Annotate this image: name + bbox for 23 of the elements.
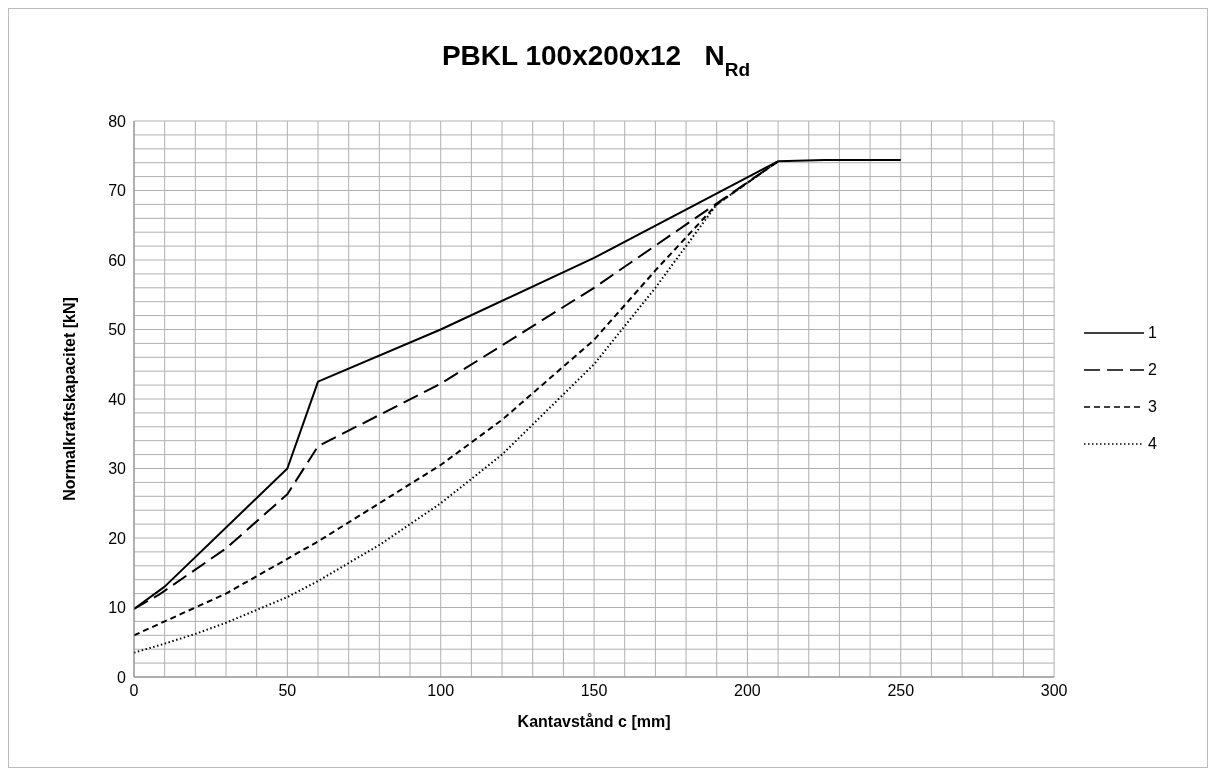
legend-label: 3 (1148, 397, 1157, 416)
legend-label: 1 (1148, 323, 1157, 342)
y-tick-label: 70 (108, 182, 127, 200)
x-tick-label: 200 (734, 682, 761, 700)
y-tick-label: 30 (108, 460, 127, 478)
y-tick-label: 10 (108, 599, 127, 617)
x-tick-label: 300 (1040, 682, 1068, 700)
legend-label: 4 (1148, 434, 1157, 453)
y-tick-label: 60 (108, 251, 127, 269)
x-tick-label: 0 (129, 682, 139, 700)
x-tick-label: 150 (580, 682, 608, 700)
chart-title: PBKL 100x200x12 N$_{Rd}$ (441, 40, 751, 80)
y-tick-label: 0 (117, 668, 127, 686)
x-tick-label: 100 (427, 682, 455, 700)
y-tick-label: 50 (108, 321, 127, 339)
y-axis-title: Normalkraftskapacitet [kN] (60, 297, 78, 501)
x-tick-label: 250 (887, 682, 915, 700)
y-tick-label: 20 (108, 529, 127, 547)
x-axis-title: Kantavstånd c [mm] (517, 713, 671, 730)
legend-label: 2 (1148, 360, 1157, 379)
x-tick-label: 50 (278, 682, 297, 700)
y-tick-label: 40 (108, 390, 127, 408)
y-tick-label: 80 (108, 112, 127, 130)
